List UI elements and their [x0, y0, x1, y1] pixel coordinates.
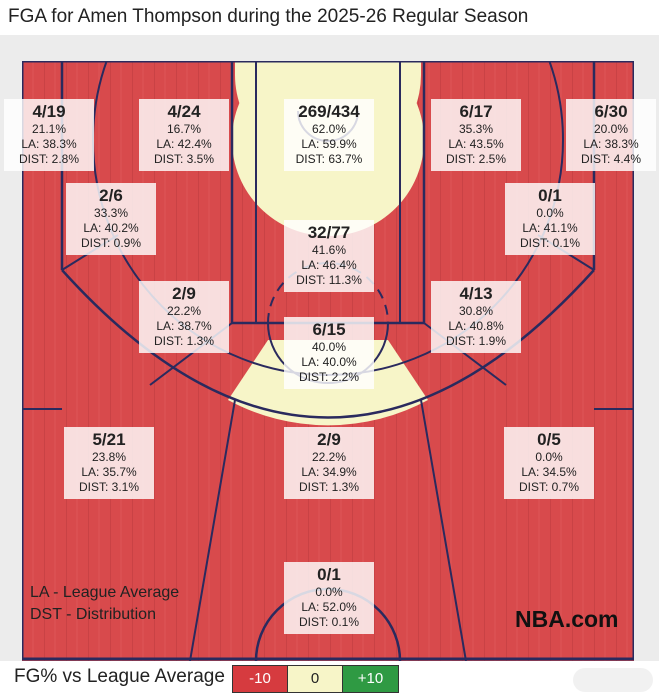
zone-made: 5/21: [92, 430, 126, 449]
zone-pct: 35.3%: [458, 122, 494, 136]
zone-pct: 0.0%: [536, 206, 564, 220]
shot-chart-court: 4/19 21.1% LA: 38.3% DIST: 2.8% 4/24 16.…: [0, 35, 659, 661]
zone-restricted-area[interactable]: 269/434 62.0% LA: 59.9% DIST: 63.7%: [284, 99, 374, 171]
zone-pct: 30.8%: [458, 304, 494, 318]
zone-dist: DIST: 2.5%: [445, 152, 507, 166]
page-title: FGA for Amen Thompson during the 2025-26…: [8, 6, 529, 27]
zone-made: 2/9: [317, 430, 341, 449]
zone-pct: 0.0%: [535, 450, 563, 464]
zone-left-above-break-three[interactable]: 5/21 23.8% LA: 35.7% DIST: 3.1%: [64, 427, 154, 499]
zone-dist: DIST: 2.8%: [18, 152, 80, 166]
scale-below: -10: [233, 666, 288, 692]
zone-pct: 22.2%: [166, 304, 202, 318]
zone-dist: DIST: 1.3%: [153, 334, 215, 348]
zone-pct: 41.6%: [311, 243, 347, 257]
zone-dist: DIST: 0.9%: [80, 236, 142, 250]
color-scale: -10 0 +10: [232, 665, 399, 693]
zone-right-elbow-mid[interactable]: 4/13 30.8% LA: 40.8% DIST: 1.9%: [431, 281, 521, 353]
zone-paint-non-ra[interactable]: 32/77 41.6% LA: 46.4% DIST: 11.3%: [284, 220, 374, 292]
zone-la: LA: 42.4%: [156, 137, 212, 151]
zone-la: LA: 38.7%: [156, 319, 212, 333]
zone-la: LA: 38.3%: [583, 137, 639, 151]
zone-made: 0/5: [537, 430, 561, 449]
zone-dist: DIST: 63.7%: [295, 152, 363, 166]
zone-pct: 33.3%: [93, 206, 129, 220]
zone-dist: DIST: 0.1%: [519, 236, 581, 250]
zone-pct: 22.2%: [311, 450, 347, 464]
zone-la: LA: 43.5%: [448, 137, 504, 151]
zone-pct: 62.0%: [311, 122, 347, 136]
zone-pct: 0.0%: [315, 585, 343, 599]
zone-la: LA: 46.4%: [301, 258, 357, 272]
zone-dist: DIST: 11.3%: [296, 273, 362, 287]
zone-made: 4/19: [32, 102, 66, 121]
zone-made: 6/15: [312, 320, 346, 339]
zone-top-key-mid[interactable]: 6/15 40.0% LA: 40.0% DIST: 2.2%: [284, 317, 374, 389]
scale-neutral: 0: [288, 666, 343, 692]
zone-made: 2/6: [99, 186, 123, 205]
zone-left-wing-three[interactable]: 4/24 16.7% LA: 42.4% DIST: 3.5%: [139, 99, 229, 171]
legend-la: LA - League Average: [30, 584, 180, 601]
zone-made: 0/1: [538, 186, 562, 205]
zone-la: LA: 34.9%: [301, 465, 357, 479]
zone-right-wing-three[interactable]: 6/17 35.3% LA: 43.5% DIST: 2.5%: [431, 99, 521, 171]
court-boundary: [22, 61, 634, 661]
zone-la: LA: 34.5%: [521, 465, 577, 479]
zone-pct: 16.7%: [166, 122, 202, 136]
zone-la: LA: 40.2%: [83, 221, 139, 235]
zone-la: LA: 41.1%: [522, 221, 578, 235]
zone-la: LA: 40.8%: [448, 319, 504, 333]
nba-logo[interactable]: NBA.com: [515, 606, 619, 632]
zone-dist: DIST: 3.5%: [153, 152, 215, 166]
zone-made: 2/9: [172, 284, 196, 303]
scale-above: +10: [343, 666, 398, 692]
zone-la: LA: 35.7%: [81, 465, 137, 479]
zone-backcourt[interactable]: 0/1 0.0% LA: 52.0% DIST: 0.1%: [284, 562, 374, 634]
zone-la: LA: 59.9%: [301, 137, 357, 151]
zone-pct: 20.0%: [593, 122, 629, 136]
zone-dist: DIST: 4.4%: [580, 152, 642, 166]
divider-right-lower: [420, 399, 467, 661]
zone-left-elbow-mid[interactable]: 2/9 22.2% LA: 38.7% DIST: 1.3%: [139, 281, 229, 353]
zone-made: 4/24: [167, 102, 201, 121]
zone-right-above-break-three[interactable]: 0/5 0.0% LA: 34.5% DIST: 0.7%: [504, 427, 594, 499]
zone-right-corner-three[interactable]: 6/30 20.0% LA: 38.3% DIST: 4.4%: [566, 99, 656, 171]
zone-dist: DIST: 0.1%: [298, 615, 360, 629]
zone-right-baseline-mid[interactable]: 0/1 0.0% LA: 41.1% DIST: 0.1%: [505, 183, 595, 255]
zone-la: LA: 40.0%: [301, 355, 357, 369]
watermark: [573, 668, 653, 692]
zone-left-corner-three[interactable]: 4/19 21.1% LA: 38.3% DIST: 2.8%: [4, 99, 94, 171]
color-scale-label: FG% vs League Average: [14, 666, 225, 687]
zone-left-baseline-mid[interactable]: 2/6 33.3% LA: 40.2% DIST: 0.9%: [66, 183, 156, 255]
zone-pct: 23.8%: [91, 450, 127, 464]
zone-made: 6/17: [459, 102, 493, 121]
legend-dst: DST - Distribution: [30, 606, 156, 623]
zone-dist: DIST: 1.3%: [298, 480, 360, 494]
abbreviation-legend: LA - League Average DST - Distribution: [30, 582, 179, 626]
zone-pct: 40.0%: [311, 340, 347, 354]
divider-left-lower: [189, 399, 236, 661]
zone-dist: DIST: 3.1%: [78, 480, 140, 494]
zone-dist: DIST: 0.7%: [518, 480, 580, 494]
zone-dist: DIST: 2.2%: [298, 370, 360, 384]
zone-made: 6/30: [594, 102, 628, 121]
zone-made: 0/1: [317, 565, 341, 584]
zone-made: 4/13: [459, 284, 493, 303]
zone-made: 269/434: [298, 102, 360, 121]
zone-pct: 21.1%: [31, 122, 67, 136]
zone-dist: DIST: 1.9%: [445, 334, 507, 348]
zone-la: LA: 52.0%: [301, 600, 357, 614]
zone-center-above-break-three[interactable]: 2/9 22.2% LA: 34.9% DIST: 1.3%: [284, 427, 374, 499]
zone-made: 32/77: [307, 223, 351, 242]
zone-la: LA: 38.3%: [21, 137, 77, 151]
